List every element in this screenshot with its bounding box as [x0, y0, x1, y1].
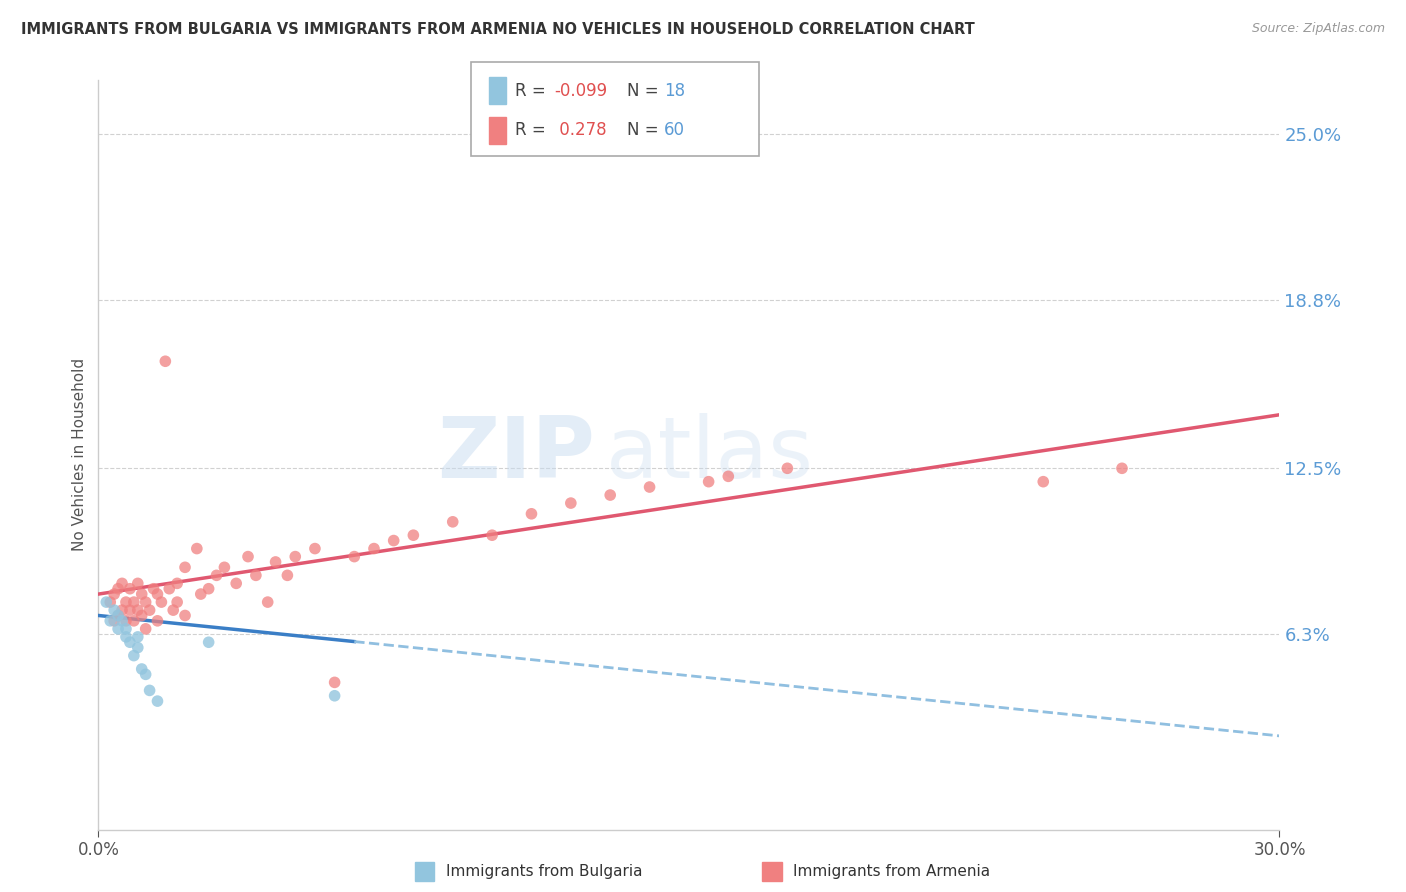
Point — [122, 614, 145, 628]
Point — [441, 515, 464, 529]
Point — [115, 622, 138, 636]
Point — [520, 507, 543, 521]
Point — [186, 541, 208, 556]
Point — [107, 608, 129, 623]
Point — [560, 496, 582, 510]
Text: ZIP: ZIP — [437, 413, 595, 497]
Text: Source: ZipAtlas.com: Source: ZipAtlas.com — [1251, 22, 1385, 36]
Text: N =: N = — [627, 82, 664, 100]
Point — [127, 576, 149, 591]
Text: IMMIGRANTS FROM BULGARIA VS IMMIGRANTS FROM ARMENIA NO VEHICLES IN HOUSEHOLD COR: IMMIGRANTS FROM BULGARIA VS IMMIGRANTS F… — [21, 22, 974, 37]
Point — [135, 667, 157, 681]
Point — [197, 635, 219, 649]
Point — [115, 595, 138, 609]
Point — [115, 614, 138, 628]
Text: -0.099: -0.099 — [554, 82, 607, 100]
Point — [599, 488, 621, 502]
Point — [264, 555, 287, 569]
Point — [118, 635, 141, 649]
Point — [111, 603, 134, 617]
Point — [115, 630, 138, 644]
Point — [111, 614, 134, 628]
Point — [107, 622, 129, 636]
Point — [96, 595, 118, 609]
Point — [107, 582, 129, 596]
Point — [1111, 461, 1133, 475]
Point — [127, 630, 149, 644]
Point — [107, 608, 129, 623]
Point — [118, 603, 141, 617]
Point — [323, 675, 346, 690]
Point — [146, 694, 169, 708]
Point — [304, 541, 326, 556]
Point — [135, 622, 157, 636]
Point — [122, 595, 145, 609]
Point — [214, 560, 236, 574]
Point — [256, 595, 278, 609]
Point — [111, 576, 134, 591]
Point — [174, 608, 197, 623]
Point — [157, 582, 180, 596]
Point — [150, 595, 173, 609]
Point — [284, 549, 307, 564]
Point — [135, 595, 157, 609]
Point — [131, 608, 153, 623]
Y-axis label: No Vehicles in Household: No Vehicles in Household — [72, 359, 87, 551]
Point — [481, 528, 503, 542]
Point — [138, 683, 160, 698]
Point — [103, 587, 125, 601]
Point — [146, 587, 169, 601]
Point — [103, 614, 125, 628]
Point — [131, 662, 153, 676]
Point — [118, 582, 141, 596]
Point — [323, 689, 346, 703]
Point — [127, 603, 149, 617]
Point — [245, 568, 267, 582]
Point — [776, 461, 799, 475]
Point — [138, 603, 160, 617]
Point — [142, 582, 165, 596]
Text: atlas: atlas — [606, 413, 814, 497]
Point — [343, 549, 366, 564]
Point — [402, 528, 425, 542]
Text: R =: R = — [515, 121, 551, 139]
Point — [197, 582, 219, 596]
Text: 0.278: 0.278 — [554, 121, 606, 139]
Point — [225, 576, 247, 591]
Point — [127, 640, 149, 655]
Point — [1032, 475, 1054, 489]
Point — [146, 614, 169, 628]
Point — [236, 549, 259, 564]
Point — [697, 475, 720, 489]
Point — [131, 587, 153, 601]
Text: 18: 18 — [664, 82, 685, 100]
Point — [166, 595, 188, 609]
Point — [103, 603, 125, 617]
Text: N =: N = — [627, 121, 664, 139]
Text: R =: R = — [515, 82, 551, 100]
Point — [155, 354, 177, 368]
Point — [122, 648, 145, 663]
Point — [190, 587, 212, 601]
Text: Immigrants from Bulgaria: Immigrants from Bulgaria — [446, 864, 643, 879]
Point — [166, 576, 188, 591]
Point — [98, 614, 121, 628]
Point — [717, 469, 740, 483]
Point — [382, 533, 405, 548]
Text: Immigrants from Armenia: Immigrants from Armenia — [793, 864, 990, 879]
Point — [363, 541, 385, 556]
Point — [174, 560, 197, 574]
Point — [638, 480, 661, 494]
Point — [276, 568, 298, 582]
Point — [98, 595, 121, 609]
Text: 60: 60 — [664, 121, 685, 139]
Point — [205, 568, 228, 582]
Point — [162, 603, 184, 617]
